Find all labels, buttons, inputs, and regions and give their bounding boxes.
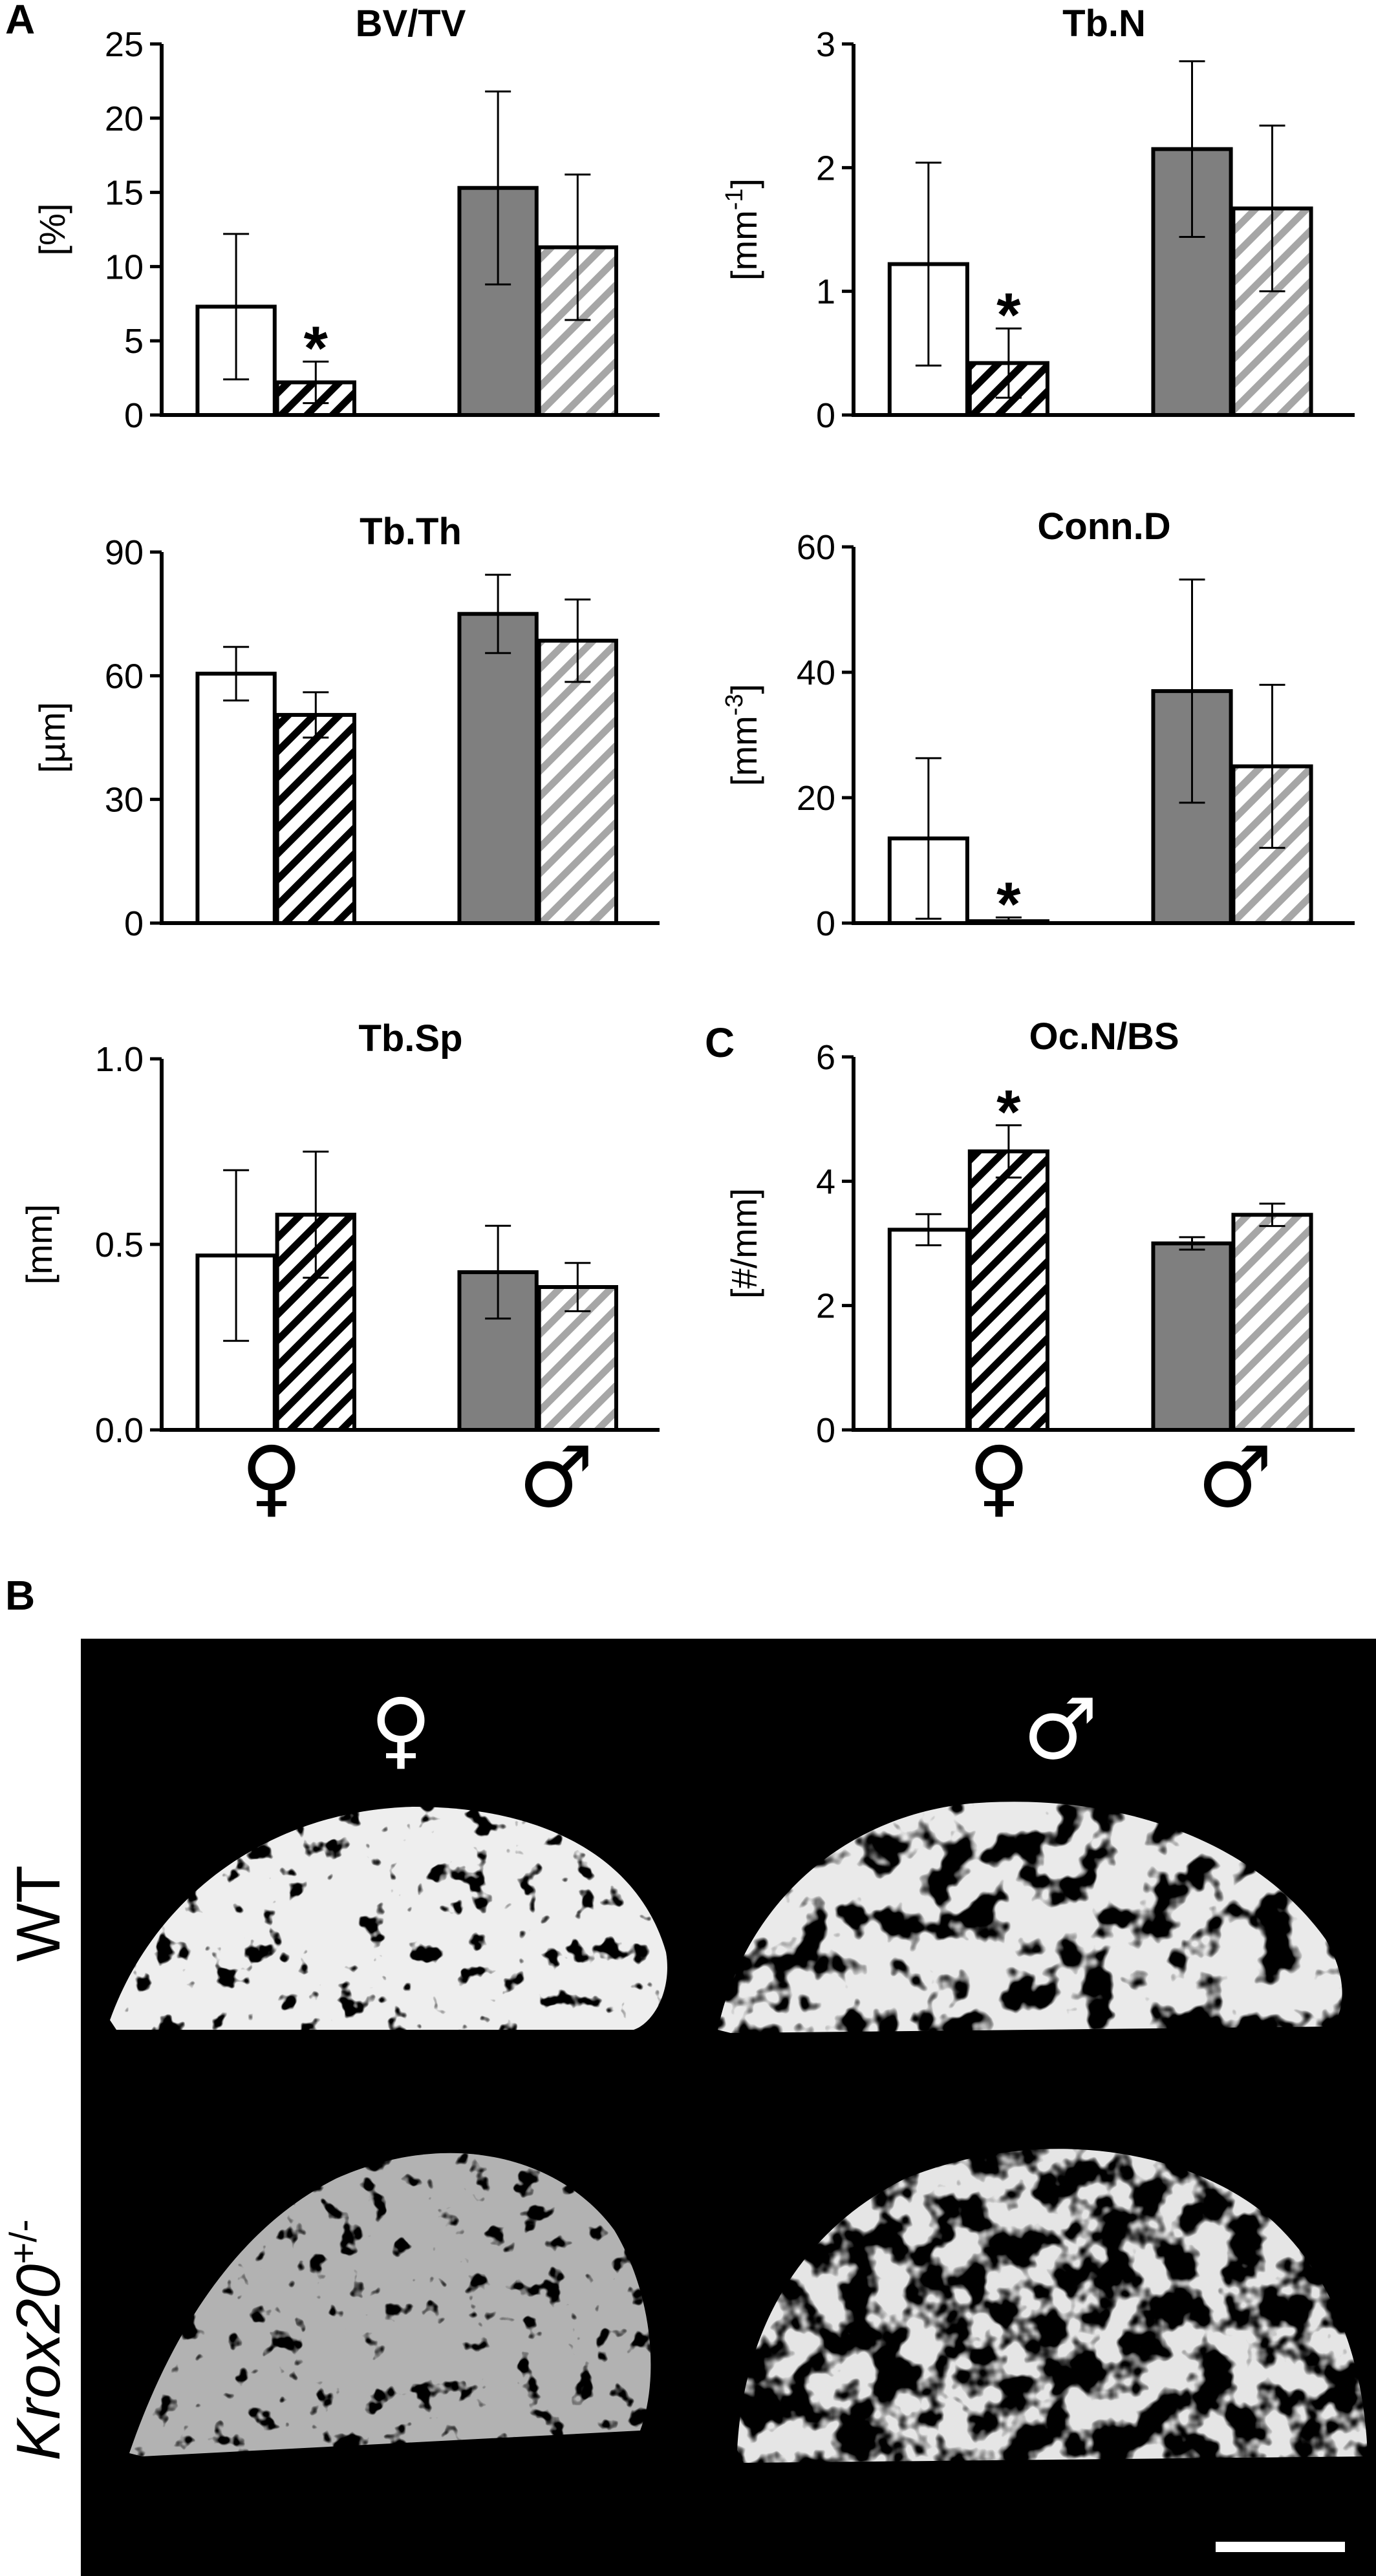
y-axis-label-exponent: -1: [721, 188, 748, 210]
y-axis-label: [mm-3]: [721, 684, 764, 786]
bar-ko-male: [1231, 1213, 1313, 1432]
bar-wt-male: [457, 612, 539, 926]
y-axis-label-close: ]: [724, 684, 764, 694]
micro-ct-ko-female: [129, 2153, 651, 2456]
y-tick-label: 90: [105, 533, 144, 572]
y-axis-label-base: [mm: [724, 210, 764, 281]
chart-title: Tb.Sp: [358, 1017, 462, 1059]
row-label-wt: WT: [4, 1865, 73, 1961]
y-tick-label: 3: [816, 25, 835, 64]
y-tick-label: 25: [105, 25, 144, 64]
y-tick-label: 0: [816, 904, 835, 943]
y-tick-label: 2: [816, 149, 835, 187]
y-tick-label: 0: [124, 396, 144, 435]
row-label-krox20-superscript: +/-: [3, 2219, 45, 2264]
bar-ko-female: [275, 712, 356, 926]
micro-ct-panel: ♀ ♂: [81, 1639, 1376, 2576]
y-axis-label: [mm]: [19, 1204, 59, 1284]
y-axis-label-exponent: -3: [721, 694, 748, 716]
row-label-krox20-base: Krox20: [4, 2264, 73, 2461]
y-tick-label: 5: [124, 322, 144, 361]
bar-wt-male: [1151, 689, 1233, 925]
panel-letter-b: B: [5, 1572, 35, 1619]
chart-oc-n-bs: Oc.N/BS 0 2 4 6 [#/mm] *: [724, 1016, 1355, 1450]
bar-ko-male: [537, 639, 619, 925]
bar-chart-grid: BV/TV0510152025[%]*Tb.N0123[mm-1]*Tb.Th0…: [19, 3, 1355, 1450]
y-tick-label: 15: [105, 174, 144, 213]
y-axis-label: [#/mm]: [724, 1188, 764, 1299]
chart-tb-sp: Tb.Sp 0.0 0.5 1.0 [mm]: [19, 1017, 660, 1450]
bar-wt-female: [195, 672, 277, 925]
y-axis-label: [mm-1]: [721, 178, 764, 281]
y-tick-label: 20: [105, 100, 144, 138]
significance-star: *: [304, 314, 328, 383]
female-symbol-left: ♀: [241, 1428, 302, 1526]
chart-title: Oc.N/BS: [1029, 1016, 1179, 1058]
micro-ct-wt-female: [110, 1807, 667, 2030]
chart-title: BV/TV: [356, 3, 466, 45]
micro-ct-wt-male: [718, 1802, 1342, 2033]
panel-letter-a: A: [5, 0, 35, 43]
male-symbol-left: ♂: [519, 1428, 594, 1526]
y-tick-label: 10: [105, 248, 144, 286]
scale-bar: [1216, 2542, 1345, 2552]
y-tick-label: 60: [797, 528, 835, 567]
y-tick-label: 0.5: [95, 1226, 144, 1264]
y-tick-label: 0: [816, 1411, 835, 1450]
y-tick-label: 1.0: [95, 1040, 144, 1079]
chart-bv-tv: BV/TV 0 5 10 15 20 25 [%] *: [32, 3, 660, 435]
chart-tb-th: Tb.Th 0 30 60 90 [µm]: [32, 511, 660, 943]
y-tick-label: 2: [816, 1287, 835, 1326]
chart-title: Conn.D: [1037, 506, 1170, 548]
y-axis-label: [%]: [32, 204, 72, 256]
bar-wt-male: [1151, 1241, 1233, 1432]
male-symbol-right: ♂: [1198, 1428, 1273, 1526]
significance-star: *: [996, 281, 1021, 350]
female-symbol-right: ♀: [968, 1428, 1029, 1526]
y-tick-label: 0.0: [95, 1411, 144, 1450]
significance-star: *: [996, 1078, 1021, 1147]
chart-tb-n: Tb.N 0 1 2 3 [mm-1] *: [721, 3, 1355, 435]
panel-letter-c: C: [705, 1019, 735, 1066]
y-tick-label: 6: [816, 1038, 835, 1077]
y-tick-label: 60: [105, 657, 144, 696]
bar-ko-female: [967, 1149, 1049, 1432]
y-tick-label: 0: [816, 396, 835, 435]
y-tick-label: 0: [124, 904, 144, 943]
micro-ct-male-label: ♂: [1023, 1680, 1099, 1778]
row-label-krox20: Krox20+/-: [3, 2219, 73, 2460]
micro-ct-female-label: ♀: [370, 1680, 431, 1778]
chart-title: Tb.N: [1062, 3, 1146, 45]
y-axis-label-base: [mm: [724, 716, 764, 786]
significance-star: *: [996, 869, 1021, 939]
y-tick-label: 30: [105, 781, 144, 820]
y-tick-label: 1: [816, 273, 835, 312]
micro-ct-ko-male: [737, 2149, 1368, 2463]
y-tick-label: 40: [797, 654, 835, 692]
y-tick-label: 4: [816, 1162, 835, 1201]
y-tick-label: 20: [797, 779, 835, 818]
bar-wt-male: [457, 186, 539, 417]
chart-title: Tb.Th: [360, 511, 462, 553]
y-axis-label-close: ]: [724, 178, 764, 189]
chart-conn-d: Conn.D 0 20 40 60 [mm-3] *: [721, 506, 1355, 943]
y-axis-label: [µm]: [32, 702, 72, 773]
bar-wt-female: [887, 1228, 969, 1432]
